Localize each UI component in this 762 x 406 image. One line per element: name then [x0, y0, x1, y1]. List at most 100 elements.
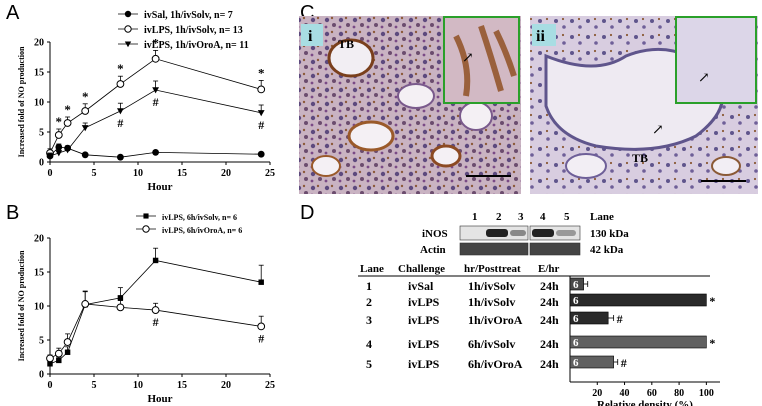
bar-n-label: 6 [573, 279, 579, 291]
bar-x-tick-label: 20 [592, 388, 602, 399]
y-tick-label: 20 [34, 38, 44, 49]
header-challenge: Challenge [398, 263, 445, 275]
data-point [81, 151, 89, 159]
blot-strip-actin-left [459, 242, 529, 256]
table-row: 4 ivLPS 6h/ivSolv 24h [366, 337, 559, 351]
blot-row-actin: Actin [420, 244, 446, 256]
significance-hash: # [258, 331, 264, 345]
row-lane: 1 [366, 279, 372, 293]
blot-band-inos-5 [556, 230, 576, 236]
data-point [257, 150, 265, 158]
header-lane: Lane [360, 263, 384, 275]
lane-number-5: 5 [564, 211, 570, 223]
row-lane: 3 [366, 313, 372, 327]
y-axis-label: Increased fold of NO production [17, 46, 26, 157]
significance-star: * [152, 35, 159, 50]
row-challenge: ivLPS [408, 337, 440, 351]
data-point [47, 361, 53, 367]
series-1: ******ivLPS, 1h/ivSolv, n= 13 [46, 25, 266, 157]
data-point [124, 41, 132, 48]
blot-strip-actin-right [529, 242, 581, 256]
significance-hash: # [117, 116, 123, 130]
data-point [143, 213, 149, 219]
lane-number-2: 2 [496, 211, 502, 223]
x-tick-label: 10 [133, 380, 143, 391]
y-tick-label: 10 [34, 98, 44, 109]
bar-x-tick-label: 80 [674, 388, 684, 399]
significance-hash: # [258, 118, 264, 132]
chart-a: 0 5 10 15 20 25 0 5 10 15 20 Hour Increased fold of … [17, 10, 275, 193]
bar-x-tick-label: 100 [699, 388, 714, 399]
series-0: ivLPS, 6h/ivSolv, n= 6 [47, 213, 264, 367]
data-point [81, 125, 89, 132]
arrow-i: ↗ [462, 51, 474, 66]
x-tick-label: 10 [133, 168, 143, 179]
x-tick-label: 20 [221, 168, 231, 179]
data-point [46, 153, 54, 160]
significance-star: * [64, 102, 71, 117]
y-tick-label: 15 [34, 268, 44, 279]
density-bar-chart: 20 40 60 80 100 Relative density (%) 6 6 * 6 #6 * 6 # [569, 276, 720, 406]
lane-number-3: 3 [518, 211, 524, 223]
micrograph-i: i TB ↗ [299, 16, 521, 194]
kda-inos: 130 kDa [590, 228, 629, 240]
table-row: 3 ivLPS 1h/ivOroA 24h [366, 313, 559, 327]
x-tick-label: 0 [48, 168, 53, 179]
data-point [116, 303, 125, 312]
blot-band-inos-4 [532, 229, 554, 237]
data-point [81, 107, 90, 115]
sub-label-box-ii [532, 24, 556, 46]
arrow-ii-inset: ↗ [698, 71, 710, 86]
panel-letter-b: B [6, 202, 20, 224]
data-point [142, 225, 150, 233]
row-challenge: ivSal [408, 279, 434, 293]
arrow-ii: ↗ [652, 123, 664, 138]
y-tick-label: 0 [39, 158, 44, 169]
micrograph-panel: i TB ↗ ii TB ↗ ↗ [299, 16, 758, 194]
tb-label-ii: TB [632, 151, 648, 165]
table-row: 5 ivLPS 6h/ivOroA 24h [366, 357, 559, 371]
data-point [257, 85, 266, 94]
legend-label: ivSal, 1h/ivSolv, n= 7 [144, 10, 233, 21]
data-point [116, 80, 125, 88]
kda-actin: 42 kDa [590, 244, 624, 256]
row-lane: 4 [366, 337, 372, 351]
header-treat: hr/Posttreat [464, 263, 521, 275]
data-point [117, 108, 124, 115]
y-tick-label: 15 [34, 68, 44, 79]
density-bar [569, 293, 707, 307]
data-point [64, 349, 71, 355]
density-bar [569, 335, 707, 349]
sub-label-i: i [308, 28, 313, 45]
data-point [54, 131, 63, 139]
header-ehr: E/hr [538, 263, 560, 275]
blot-row-inos: iNOS [422, 228, 448, 240]
data-point [63, 119, 72, 127]
tb-label-i: TB [338, 37, 354, 51]
row-ehr: 24h [540, 313, 559, 327]
legend-label: ivLPS, 1h/ivOroA, n= 11 [144, 40, 249, 51]
x-tick-label: 15 [177, 168, 187, 179]
y-tick-label: 10 [34, 302, 44, 313]
row-ehr: 24h [540, 295, 559, 309]
lane-header: Lane [590, 211, 614, 223]
x-axis-label: Hour [147, 181, 172, 193]
chart-b: 0 5 10 15 20 25 0 5 10 15 20 Hour Increased fold of … [17, 213, 275, 405]
y-tick-label: 5 [39, 128, 44, 139]
data-point [151, 306, 160, 314]
bar-n-label: 6 [573, 357, 579, 369]
data-point [151, 54, 160, 63]
data-point [124, 25, 132, 33]
bar-n-label: 6 [573, 337, 579, 349]
significance-star: * [258, 65, 265, 80]
bar-n-label: 6 [573, 313, 579, 325]
data-point [152, 257, 159, 264]
data-point [55, 143, 63, 151]
x-tick-label: 5 [92, 380, 97, 391]
legend-label: ivLPS, 6h/ivOroA, n= 6 [162, 226, 242, 235]
series-2: # # # ivLPS, 1h/ivOroA, n= 11 [46, 40, 265, 160]
data-point [64, 147, 71, 154]
row-treat: 1h/ivSolv [468, 279, 515, 293]
bar-significance: * [709, 294, 715, 308]
panel-letter-a: A [6, 2, 20, 24]
